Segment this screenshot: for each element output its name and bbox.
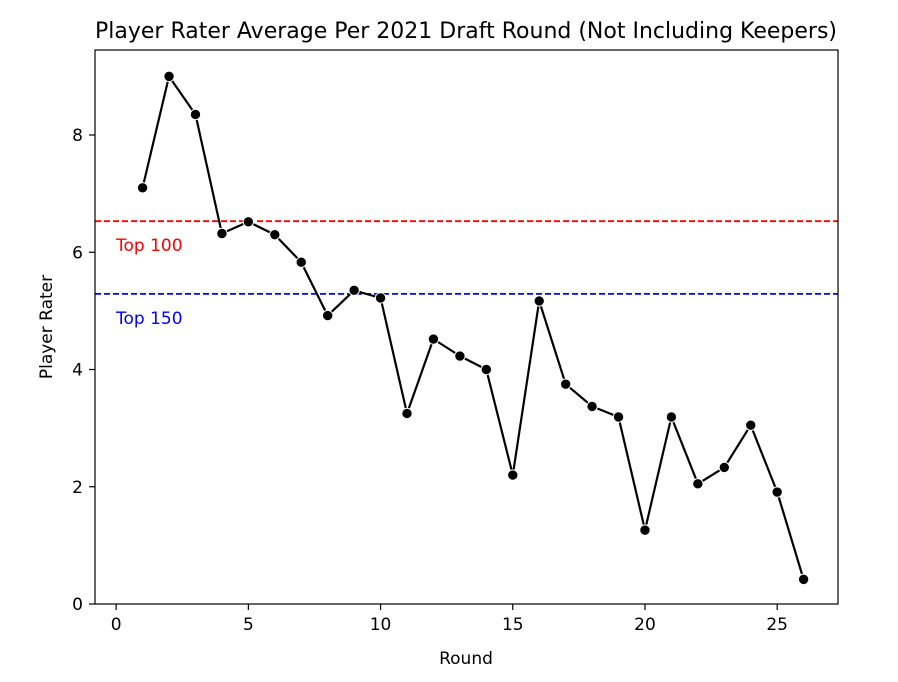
data-point (586, 400, 598, 413)
data-point (797, 573, 810, 586)
data-point (401, 407, 413, 420)
data-point (745, 419, 757, 431)
x-tick-label: 15 (502, 615, 524, 635)
x-tick-label: 0 (111, 615, 122, 635)
data-point (189, 108, 202, 121)
y-tick-label: 8 (72, 126, 83, 146)
data-point (136, 182, 149, 194)
data-point (480, 363, 493, 376)
reference-label-top-100: Top 100 (115, 236, 183, 256)
data-point (507, 469, 519, 481)
y-axis-label: Player Rater (37, 275, 57, 379)
x-axis-label: Round (439, 649, 493, 669)
data-point (216, 227, 228, 240)
data-point (533, 295, 545, 307)
y-tick-label: 2 (72, 478, 83, 498)
x-tick-label: 10 (370, 615, 392, 635)
x-tick-label: 5 (243, 615, 254, 635)
series-line (141, 75, 805, 580)
data-point (454, 350, 466, 362)
plot-area: Top 100 Top 150 (95, 70, 838, 586)
reference-label-top-150: Top 150 (115, 309, 183, 329)
x-tick-label: 20 (634, 615, 656, 635)
data-point (665, 411, 678, 423)
data-point (374, 292, 387, 304)
data-point (427, 333, 440, 345)
data-point (163, 70, 175, 83)
y-tick-label: 0 (72, 595, 83, 615)
y-tick-label: 4 (72, 361, 83, 381)
data-point (295, 256, 307, 268)
data-point (321, 309, 334, 322)
data-point (348, 284, 360, 297)
chart-title: Player Rater Average Per 2021 Draft Roun… (95, 19, 837, 44)
data-point (771, 486, 783, 498)
x-axis: 0 5 10 15 20 25 (111, 604, 788, 635)
data-point (559, 378, 572, 390)
y-tick-label: 6 (72, 243, 83, 263)
x-tick-label: 25 (766, 615, 788, 635)
data-point (269, 228, 281, 241)
plot-frame (94, 49, 839, 605)
data-point (639, 524, 651, 536)
data-point (718, 461, 731, 474)
data-point (692, 478, 704, 490)
data-point (242, 216, 255, 228)
data-point (612, 411, 625, 423)
y-axis: 0 2 4 6 8 (72, 126, 95, 615)
